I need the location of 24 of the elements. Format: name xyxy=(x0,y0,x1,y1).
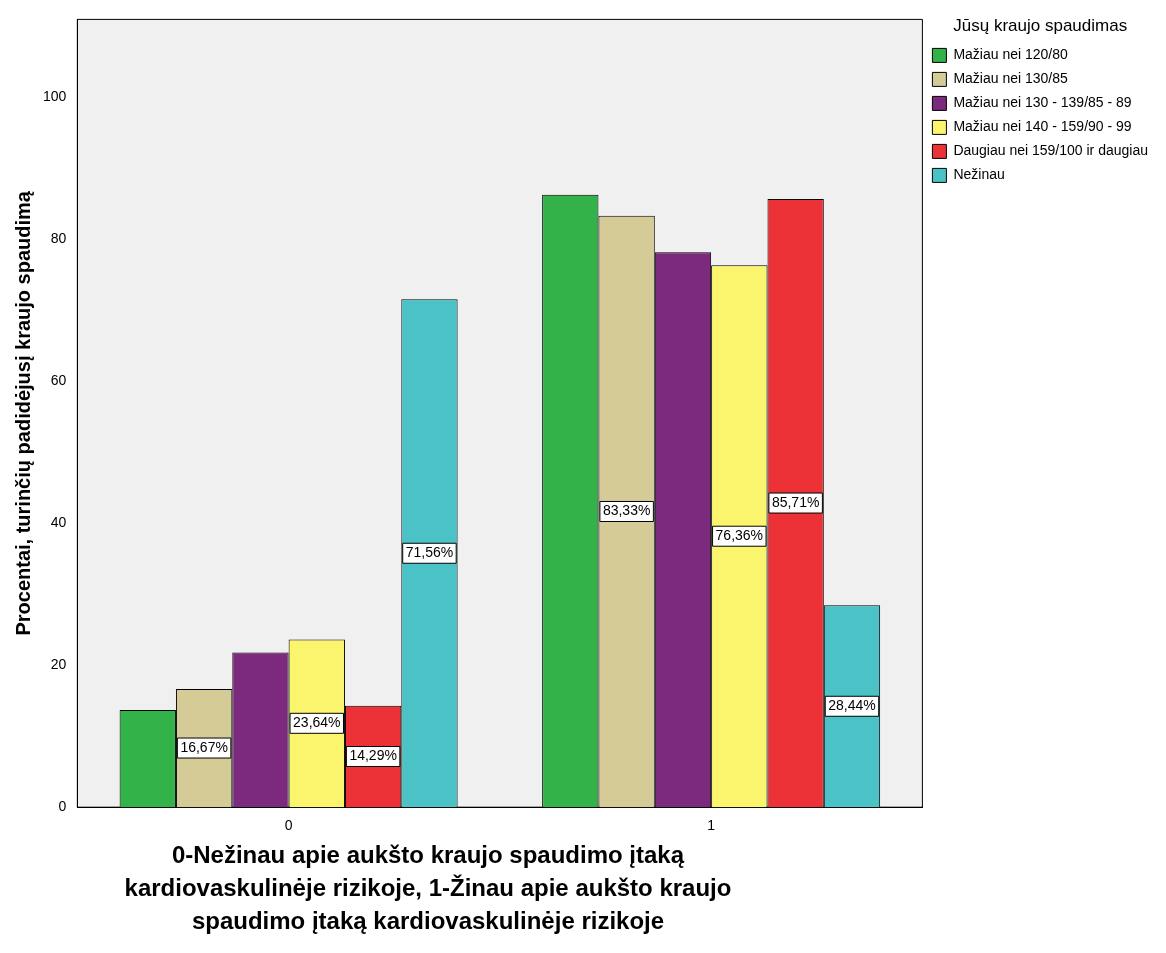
data-label: 28,44% xyxy=(828,697,876,714)
y-tick-label: 80 xyxy=(50,230,67,247)
y-axis-title: Procentai, turinčių padidėjusį kraujo spaudimą xyxy=(11,190,34,636)
data-label: 71,56% xyxy=(405,544,454,561)
legend-label: Daugiau nei 159/100 ir daugiau xyxy=(953,142,1149,159)
data-label: 83,33% xyxy=(602,502,651,519)
y-tick-label: 60 xyxy=(50,372,67,389)
y-tick-label: 20 xyxy=(50,656,67,673)
legend-label: Mažiau nei 140 - 159/90 - 99 xyxy=(953,118,1132,135)
data-label: 16,67% xyxy=(180,738,228,755)
x-tick-label: 1 xyxy=(707,817,716,834)
data-label: 76,36% xyxy=(715,527,764,544)
y-tick-label: 100 xyxy=(43,88,67,105)
data-label: 14,29% xyxy=(349,747,397,764)
data-label: 23,64% xyxy=(293,714,341,731)
legend-title: Jūsų kraujo spaudimas xyxy=(953,16,1128,36)
legend-label: Mažiau nei 130 - 139/85 - 89 xyxy=(953,94,1132,111)
data-label: 85,71% xyxy=(771,493,820,510)
legend-label: Nežinau xyxy=(953,166,1005,183)
y-tick-label: 0 xyxy=(58,798,67,815)
legend-label: Mažiau nei 120/80 xyxy=(953,46,1069,63)
x-axis-title: 0-Nežinau apie aukšto kraujo spaudimo įtaką kardiovaskulinėje rizikoje, 1-Žinau apie aukšto kraujo spaudimo įtaką kardiovaskulinėje rizikoje xyxy=(123,840,733,936)
y-tick-label: 40 xyxy=(50,514,67,531)
legend-label: Mažiau nei 130/85 xyxy=(953,70,1069,87)
